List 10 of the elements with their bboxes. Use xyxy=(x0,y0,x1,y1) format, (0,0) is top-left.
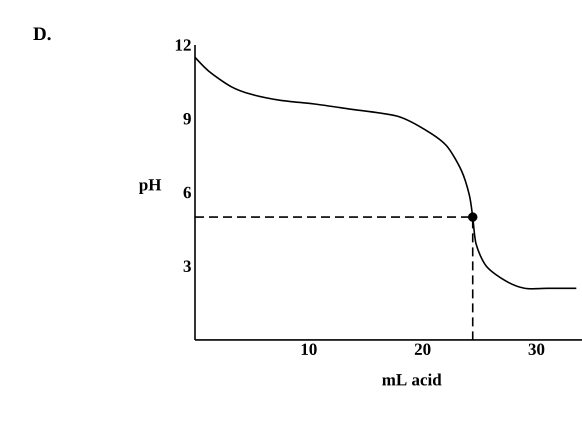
y-axis-title: pH xyxy=(139,179,162,194)
x-tick-label: 30 xyxy=(528,344,544,355)
text: D. xyxy=(33,28,51,40)
y-tick-label: 6 xyxy=(184,186,191,198)
y-tick-label: 12 xyxy=(176,39,191,51)
y-tick-label: 9 xyxy=(183,113,191,124)
x-tick-label: 10 xyxy=(302,344,317,355)
y-tick-label: 3 xyxy=(184,260,191,272)
x-axis-title: mL acid xyxy=(382,374,442,386)
x-tick-label: 20 xyxy=(414,344,430,355)
